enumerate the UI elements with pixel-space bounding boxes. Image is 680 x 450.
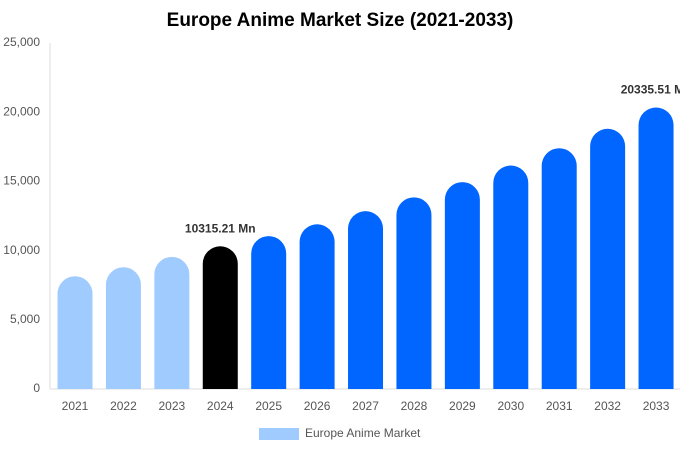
x-tick-label: 2028	[401, 399, 428, 413]
value-label: 20335.51 Mn	[621, 83, 680, 97]
y-tick-label: 0	[33, 381, 40, 395]
x-tick-label: 2033	[643, 399, 670, 413]
x-tick-label: 2029	[449, 399, 476, 413]
x-tick-label: 2021	[62, 399, 89, 413]
x-tick-label: 2027	[352, 399, 379, 413]
x-tick-label: 2023	[158, 399, 185, 413]
bar	[105, 267, 141, 389]
bar	[57, 276, 93, 389]
chart-title: Europe Anime Market Size (2021-2033)	[167, 10, 514, 31]
bar	[493, 165, 529, 389]
x-tick-label: 2022	[110, 399, 137, 413]
legend-label: Europe Anime Market	[305, 426, 421, 440]
x-tick-label: 2030	[497, 399, 524, 413]
bar	[299, 224, 335, 389]
y-tick-label: 20,000	[3, 104, 40, 118]
y-tick-label: 5,000	[10, 312, 40, 326]
x-tick-label: 2024	[207, 399, 234, 413]
y-tick-label: 15,000	[3, 174, 40, 188]
x-tick-label: 2032	[594, 399, 621, 413]
bar	[396, 197, 432, 389]
x-tick-label: 2031	[546, 399, 573, 413]
value-label: 10315.21 Mn	[185, 221, 256, 235]
bar	[541, 148, 577, 389]
bar	[348, 211, 384, 389]
y-tick-label: 25,000	[3, 35, 40, 49]
x-tick-label: 2026	[304, 399, 331, 413]
y-tick-label: 10,000	[3, 243, 40, 257]
bar	[638, 107, 674, 389]
bar	[154, 256, 190, 389]
bar	[590, 128, 626, 390]
x-tick-label: 2025	[255, 399, 282, 413]
bar	[202, 246, 238, 389]
legend-swatch	[259, 428, 299, 440]
bar	[251, 236, 287, 389]
bar	[444, 182, 480, 389]
